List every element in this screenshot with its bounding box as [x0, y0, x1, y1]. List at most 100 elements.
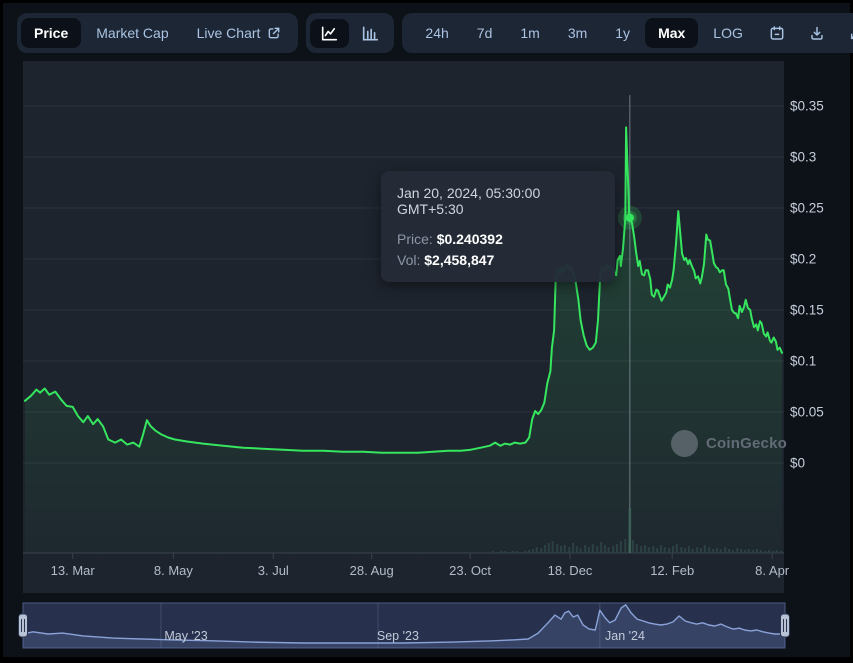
- tab-market-cap-label: Market Cap: [96, 25, 169, 41]
- volume-bar: [759, 550, 762, 553]
- volume-bar: [568, 547, 571, 553]
- tooltip-date: Jan 20, 2024, 05:30:00 GMT+5:30: [397, 185, 541, 217]
- volume-bar: [547, 543, 550, 553]
- price-area-fill: [25, 127, 782, 554]
- expand-button[interactable]: [838, 18, 853, 48]
- range-1m-button[interactable]: 1m: [507, 18, 552, 48]
- volume-bar: [740, 549, 743, 553]
- volume-bar: [540, 548, 543, 553]
- coin-chart-widget: Price Market Cap Live Chart 24h 7d 1m 3m 1y Max…: [3, 3, 853, 657]
- x-axis-label: 13. Mar: [51, 563, 96, 578]
- download-button[interactable]: [798, 18, 836, 48]
- volume-bar: [596, 546, 599, 553]
- volume-bar: [719, 549, 722, 553]
- x-axis-label: 18. Dec: [548, 563, 593, 578]
- watermark-text: CoinGecko: [706, 435, 787, 452]
- volume-bar: [724, 547, 727, 553]
- volume-bar: [528, 550, 531, 553]
- range-max-button-label: Max: [658, 25, 686, 41]
- tab-price[interactable]: Price: [21, 18, 82, 48]
- volume-bar: [700, 548, 702, 553]
- volume-bar: [756, 549, 758, 553]
- volume-bar: [768, 550, 771, 553]
- volume-bar: [588, 547, 590, 553]
- volume-bar: [551, 541, 554, 553]
- volume-bar: [524, 551, 527, 553]
- volume-bar: [624, 539, 627, 553]
- volume-bar: [619, 541, 622, 553]
- chart-toolbar: Price Market Cap Live Chart 24h 7d 1m 3m 1y Max…: [17, 13, 853, 53]
- navigator-label: Sep '23: [377, 629, 419, 643]
- range-3m-button[interactable]: 3m: [555, 18, 600, 48]
- volume-bar: [764, 551, 767, 553]
- download-button-icon: [809, 25, 825, 41]
- range-3m-button-label: 3m: [567, 25, 588, 41]
- volume-bar: [675, 544, 678, 553]
- volume-bar: [563, 545, 566, 553]
- y-axis-label: $0.25: [790, 201, 824, 216]
- volume-bar: [507, 552, 510, 553]
- volume-bar: [612, 546, 615, 553]
- volume-bar: [775, 550, 778, 553]
- volume-bar: [728, 549, 730, 553]
- x-axis-label: 12. Feb: [650, 563, 694, 578]
- range-24h-button[interactable]: 24h: [412, 18, 461, 48]
- volume-bar: [743, 550, 746, 553]
- volume-bar: [631, 540, 634, 553]
- tooltip-price-value: $0.240392: [436, 231, 503, 247]
- volume-bar: [531, 549, 534, 553]
- volume-bar: [644, 545, 646, 553]
- volume-bar: [600, 542, 603, 553]
- volume-bar: [288, 552, 291, 553]
- volume-bar: [572, 543, 575, 553]
- navigator-area[interactable]: [22, 602, 786, 649]
- volume-bar: [491, 551, 494, 553]
- tooltip-price-row: Price: $0.240392: [397, 231, 599, 247]
- y-axis-label: $0.3: [790, 150, 816, 165]
- tab-live-chart-label: Live Chart: [196, 25, 261, 41]
- volume-bar: [703, 545, 706, 553]
- range-7d-button-label: 7d: [476, 25, 493, 41]
- tooltip-vol-value: $2,458,847: [424, 252, 495, 268]
- volume-bar: [684, 548, 687, 553]
- tab-live-chart[interactable]: Live Chart: [184, 18, 295, 48]
- volume-bar: [780, 551, 783, 553]
- volume-bar: [616, 544, 618, 553]
- y-axis-label: $0.35: [790, 99, 824, 114]
- bar-chart-button[interactable]: [351, 19, 390, 48]
- range-controls: 24h 7d 1m 3m 1y Max LOG: [402, 13, 853, 53]
- volume-bar: [635, 544, 638, 553]
- y-axis-label: $0: [790, 456, 805, 471]
- volume-bar: [607, 547, 610, 553]
- navigator-label: Jan '24: [605, 629, 645, 643]
- range-log-button[interactable]: LOG: [700, 18, 756, 48]
- volume-bar: [640, 546, 643, 553]
- range-1y-button-label: 1y: [615, 25, 631, 41]
- volume-bar: [659, 545, 662, 553]
- navigator-right-handle[interactable]: [780, 613, 790, 638]
- range-1y-button[interactable]: 1y: [602, 18, 643, 48]
- volume-bar: [535, 547, 538, 553]
- volume-bar: [752, 550, 755, 553]
- volume-bar: [736, 548, 739, 553]
- x-axis-label: 23. Oct: [449, 563, 491, 578]
- tab-price-label: Price: [34, 25, 69, 41]
- navigator-left-handle[interactable]: [18, 613, 28, 638]
- volume-bar-highlighted: [628, 508, 632, 553]
- range-7d-button[interactable]: 7d: [464, 18, 506, 48]
- line-chart-button[interactable]: [310, 18, 350, 48]
- tooltip-price-label: Price:: [397, 231, 433, 247]
- calendar-button[interactable]: [758, 18, 796, 48]
- price-chart-canvas[interactable]: $0.35 $0.3 $0.25 $0.2 $0.15 $0.1 $0.05 $0 13. Ma…: [3, 3, 853, 663]
- tab-market-cap[interactable]: Market Cap: [83, 18, 181, 48]
- volume-bar: [516, 551, 518, 553]
- x-axis-label: 28. Aug: [350, 563, 394, 578]
- range-max-button[interactable]: Max: [645, 18, 699, 48]
- volume-bar: [668, 548, 671, 553]
- volume-bar: [544, 545, 547, 553]
- volume-bar: [220, 552, 223, 553]
- volume-bar: [731, 550, 734, 553]
- y-axis-label: $0.2: [790, 252, 816, 267]
- tooltip-vol-label: Vol:: [397, 252, 421, 268]
- navigator-area-fill: [23, 604, 785, 648]
